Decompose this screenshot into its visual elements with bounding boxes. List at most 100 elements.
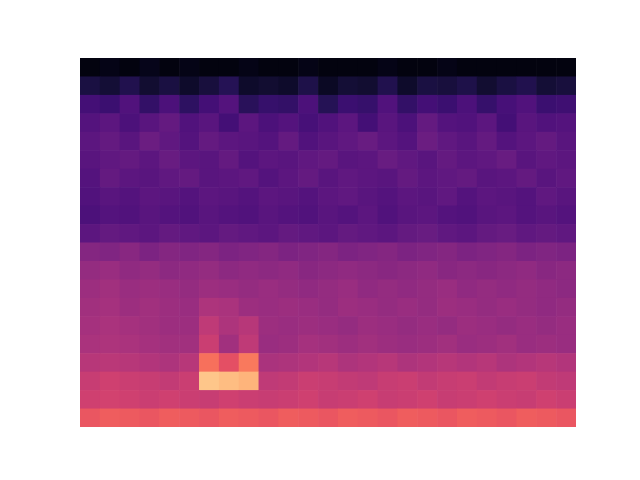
heatmap-cell	[437, 113, 457, 132]
heatmap-cell	[397, 206, 417, 225]
heatmap-cell	[199, 261, 219, 280]
heatmap-cell	[219, 335, 239, 354]
heatmap-cell	[318, 187, 338, 206]
heatmap-cell	[199, 298, 219, 317]
heatmap-cell	[477, 150, 497, 169]
heatmap-cell	[556, 390, 576, 409]
heatmap-cell	[437, 169, 457, 188]
heatmap-cell	[358, 58, 378, 77]
heatmap-cell	[338, 390, 358, 409]
heatmap-cell	[239, 224, 259, 243]
heatmap-cell	[318, 132, 338, 151]
heatmap-cell	[338, 372, 358, 391]
heatmap-cell	[259, 353, 279, 372]
heatmap-cell	[437, 76, 457, 95]
heatmap-cell	[417, 409, 437, 427]
heatmap-cell	[497, 298, 517, 317]
heatmap-cell	[378, 335, 398, 354]
heatmap-cell	[358, 243, 378, 262]
heatmap-cell	[417, 372, 437, 391]
heatmap-cell	[278, 279, 298, 298]
heatmap-cell	[318, 243, 338, 262]
heatmap-cell	[556, 150, 576, 169]
heatmap-cell	[239, 409, 259, 427]
heatmap-cell	[159, 224, 179, 243]
heatmap-cell	[259, 316, 279, 335]
heatmap-cell	[120, 169, 140, 188]
heatmap-cell	[298, 224, 318, 243]
heatmap-cell	[298, 390, 318, 409]
heatmap-cell	[278, 113, 298, 132]
heatmap-cell	[298, 372, 318, 391]
heatmap-cell	[516, 390, 536, 409]
heatmap-cell	[397, 335, 417, 354]
heatmap-cell	[516, 95, 536, 114]
heatmap-cell	[477, 390, 497, 409]
heatmap-cell	[100, 132, 120, 151]
heatmap-cell	[159, 58, 179, 77]
heatmap-cell	[536, 169, 556, 188]
heatmap-cell	[179, 353, 199, 372]
heatmap-cell	[140, 279, 160, 298]
heatmap-cell	[397, 58, 417, 77]
heatmap-cell	[239, 390, 259, 409]
heatmap-cell	[80, 298, 100, 317]
heatmap-cell	[80, 132, 100, 151]
heatmap-cell	[378, 316, 398, 335]
heatmap-cell	[219, 353, 239, 372]
heatmap-cell	[318, 150, 338, 169]
heatmap-cell	[239, 372, 259, 391]
heatmap-cell	[457, 279, 477, 298]
heatmap-cell	[536, 409, 556, 427]
heatmap-cell	[298, 150, 318, 169]
heatmap-cell	[437, 279, 457, 298]
heatmap-cell	[239, 279, 259, 298]
heatmap-cell	[199, 316, 219, 335]
heatmap-cell	[397, 243, 417, 262]
heatmap-cell	[120, 187, 140, 206]
heatmap-cell	[437, 409, 457, 427]
heatmap-cell	[516, 261, 536, 280]
heatmap-cell	[219, 372, 239, 391]
heatmap-cell	[80, 206, 100, 225]
heatmap-cell	[516, 335, 536, 354]
heatmap-cell	[536, 353, 556, 372]
heatmap-cell	[516, 409, 536, 427]
heatmap-cell	[278, 95, 298, 114]
heatmap-cell	[179, 224, 199, 243]
heatmap-cell	[497, 261, 517, 280]
heatmap-cell	[338, 279, 358, 298]
heatmap-cell	[397, 150, 417, 169]
heatmap-cell	[338, 58, 358, 77]
heatmap-cell	[80, 224, 100, 243]
heatmap-cell	[437, 224, 457, 243]
heatmap-cell	[556, 132, 576, 151]
heatmap-cell	[199, 58, 219, 77]
heatmap-cell	[516, 279, 536, 298]
heatmap-cell	[100, 279, 120, 298]
heatmap-cell	[120, 316, 140, 335]
heatmap-cell	[278, 409, 298, 427]
heatmap-cell	[536, 372, 556, 391]
heatmap-cell	[358, 335, 378, 354]
heatmap-cell	[417, 390, 437, 409]
heatmap-cell	[318, 372, 338, 391]
heatmap-cell	[120, 76, 140, 95]
heatmap-cell	[417, 353, 437, 372]
heatmap-cell	[140, 58, 160, 77]
heatmap-cell	[278, 169, 298, 188]
heatmap-cell	[318, 206, 338, 225]
heatmap-cell	[516, 316, 536, 335]
heatmap-cell	[219, 76, 239, 95]
heatmap-cell	[140, 261, 160, 280]
heatmap-cell	[358, 353, 378, 372]
heatmap-cell	[100, 335, 120, 354]
heatmap-cell	[338, 76, 358, 95]
heatmap-cell	[239, 150, 259, 169]
heatmap-cell	[516, 76, 536, 95]
heatmap-cell	[417, 261, 437, 280]
heatmap-cell	[536, 390, 556, 409]
heatmap-cell	[536, 76, 556, 95]
heatmap-cell	[278, 132, 298, 151]
heatmap-cell	[437, 95, 457, 114]
